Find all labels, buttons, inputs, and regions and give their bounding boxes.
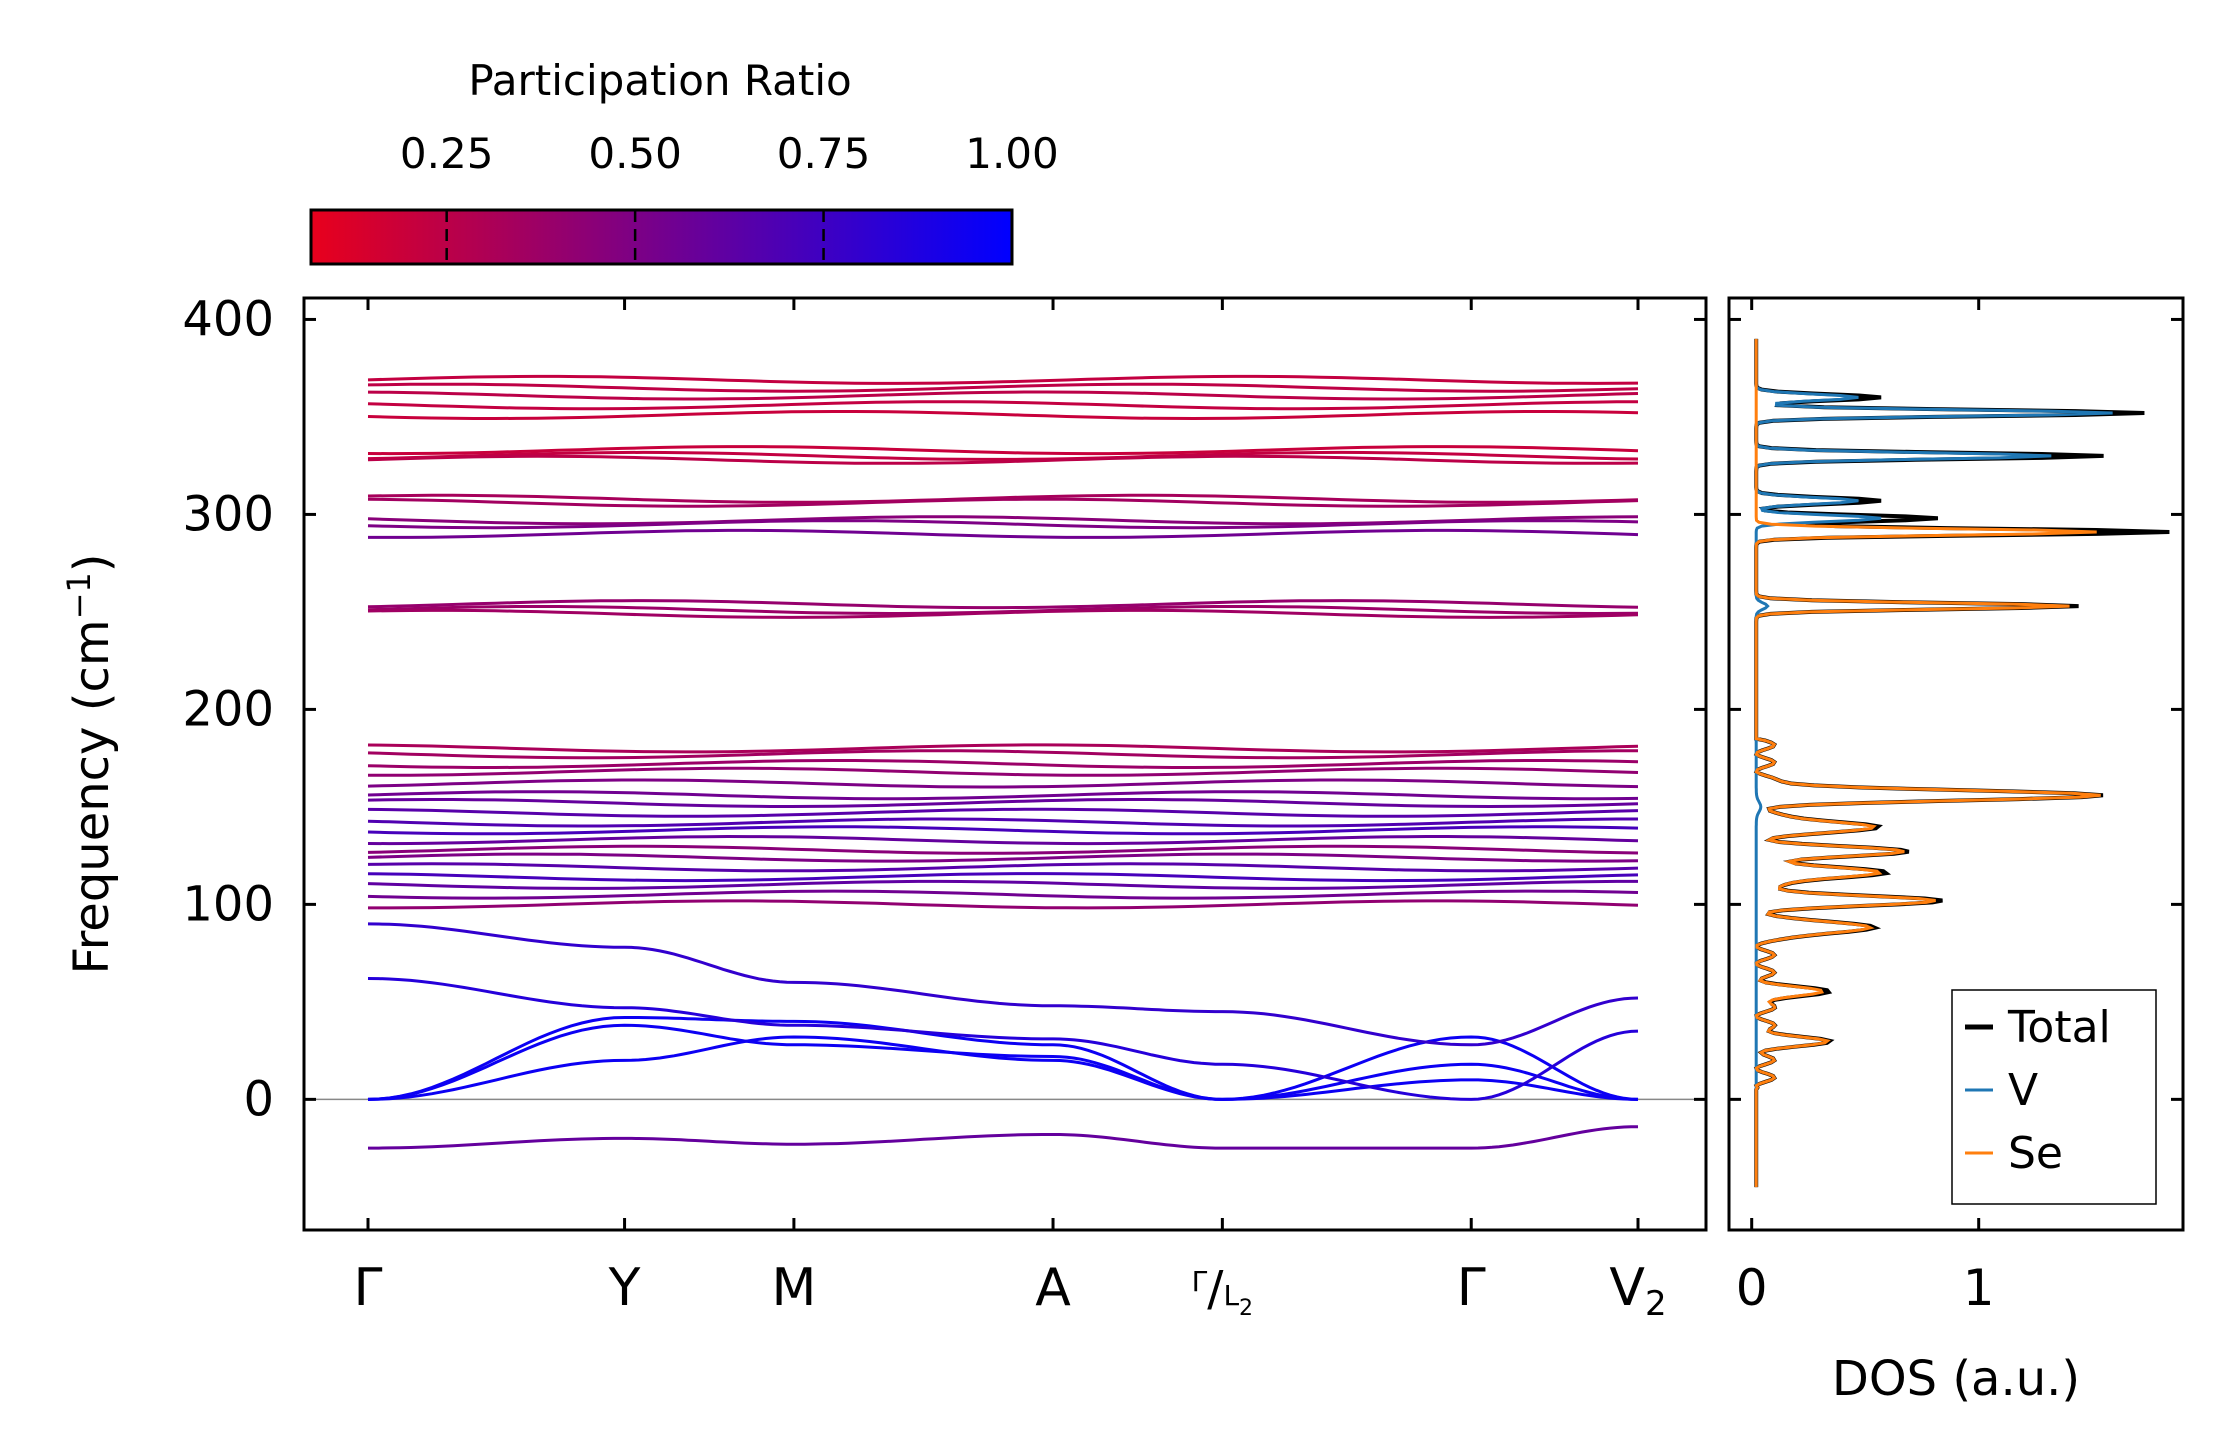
band-axes-frame [302, 296, 1708, 1232]
k-point-label: Γ [354, 1258, 383, 1318]
phonon-band [367, 862, 1639, 873]
dos-panel: 0 1 DOS (a.u.) Total V Se [1727, 296, 2185, 1407]
phonon-band [367, 759, 1639, 769]
dos-x-tick-label: 1 [1963, 1259, 1995, 1317]
phonon-band [367, 834, 1639, 846]
phonon-band [367, 872, 1639, 883]
phonon-band [367, 390, 1639, 401]
y-tick-label: 100 [182, 876, 274, 932]
phonon-band [367, 879, 1638, 890]
phonon-band [367, 922, 1639, 1047]
phonon-band [367, 608, 1639, 619]
phonon-band [367, 825, 1639, 836]
phonon-band [367, 1016, 1639, 1101]
dos-legend: Total V Se [1951, 989, 2157, 1205]
phonon-band [367, 798, 1639, 809]
phonon-band [368, 766, 1639, 777]
k-point-label: M [771, 1258, 816, 1318]
phonon-band [367, 493, 1639, 504]
phonon-band [367, 749, 1639, 760]
phonon-band [367, 374, 1639, 385]
dos-x-axis-label: DOS (a.u.) [1832, 1351, 2080, 1407]
k-point-label: Γ [1457, 1258, 1486, 1318]
phonon-band [367, 497, 1639, 508]
y-axis-label: Frequency (cm−1) [60, 553, 120, 974]
phonon-band [367, 790, 1639, 801]
phonon-band [367, 445, 1639, 456]
colorbar-label: Participation Ratio [468, 56, 851, 105]
phonon-band [367, 889, 1639, 900]
legend-label: V [2008, 1065, 2038, 1116]
k-point-label: Γ/L2 [1192, 1261, 1253, 1321]
k-point-label: A [1035, 1258, 1071, 1318]
phonon-band [367, 454, 1639, 465]
phonon-band [367, 807, 1639, 818]
phonon-band [368, 1125, 1639, 1150]
k-point-label: Y [608, 1258, 641, 1318]
y-tick-label: 200 [182, 681, 274, 737]
k-point-label: V2 [1609, 1258, 1666, 1324]
colorbar-tick-label: 1.00 [965, 129, 1059, 178]
phonon-band [367, 852, 1639, 863]
y-tick-label: 0 [243, 1071, 274, 1127]
phonon-band [367, 410, 1639, 421]
colorbar: Participation Ratio 0.25 0.50 0.75 1.00 [309, 56, 1059, 266]
colorbar-tick-label: 0.75 [777, 129, 871, 178]
y-tick-label: 300 [182, 486, 274, 542]
phonon-band [367, 977, 1639, 1101]
phonon-band [367, 400, 1639, 411]
band-structure-panel: 0 100 200 300 400 Γ Y M A Γ/L2 Γ V2 Frequency (cm−1… [60, 291, 1708, 1324]
svg-text:Frequency (cm−1): Frequency (cm−1) [60, 553, 120, 974]
phonon-band [367, 1023, 1639, 1101]
dos-axes-frame [1727, 296, 2185, 1232]
phonon-band [367, 599, 1639, 610]
colorbar-tick-label: 0.25 [400, 129, 494, 178]
colorbar-gradient [309, 208, 1014, 266]
phonon-band [368, 899, 1639, 910]
dos-curve-se [1754, 338, 2101, 1188]
y-tick-label: 400 [182, 291, 274, 347]
phonon-band [367, 450, 1639, 461]
phonon-band [367, 519, 1639, 530]
legend-label: Se [2008, 1128, 2063, 1179]
phonon-band [367, 817, 1638, 828]
phonon-band [367, 743, 1639, 754]
dos-x-tick-label: 0 [1736, 1259, 1768, 1317]
phonon-band [367, 1035, 1639, 1101]
phonon-band [367, 382, 1639, 393]
phonon-band [367, 844, 1639, 855]
legend-label: Total [2007, 1002, 2111, 1053]
colorbar-tick-label: 0.50 [588, 129, 682, 178]
phonon-band [368, 528, 1639, 539]
phonon-band [367, 778, 1639, 789]
